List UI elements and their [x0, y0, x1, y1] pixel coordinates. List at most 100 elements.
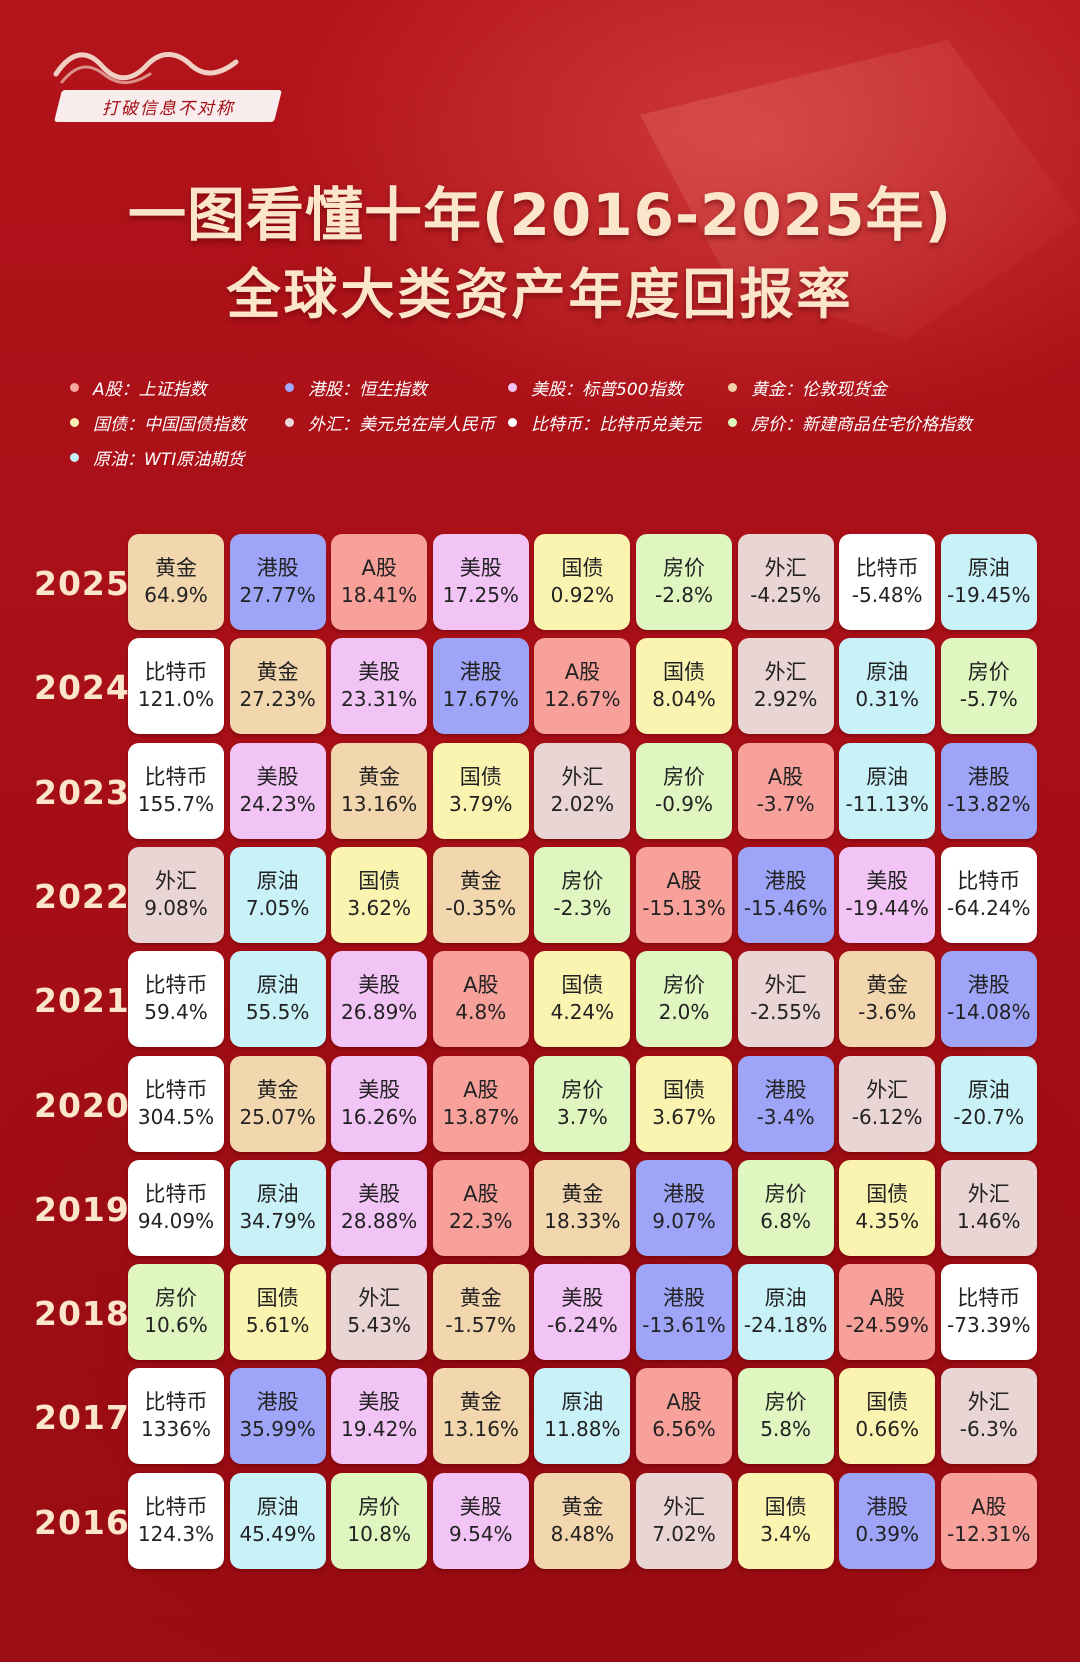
return-cell: 港股 -13.61% [636, 1264, 732, 1361]
return-cell: 原油 11.88% [534, 1368, 631, 1465]
return-value: -6.3% [959, 1417, 1018, 1442]
return-cell: 房价 10.8% [331, 1472, 428, 1569]
year-row: 2024 比特币 121.0% 黄金 27.23% 美股 23.31% 港股 17.67% A股 1… [0, 636, 1080, 735]
return-value: 12.67% [544, 687, 621, 712]
year-label: 2019 [34, 1189, 130, 1229]
return-cell: 国债 3.67% [636, 1055, 732, 1152]
return-cell: 港股 -3.4% [737, 1055, 834, 1152]
asset-name: 国债 [358, 868, 401, 893]
return-cell: 美股 9.54% [432, 1472, 529, 1569]
brand-tagline: 打破信息不对称 [101, 98, 235, 119]
asset-name: 原油 [866, 764, 909, 789]
return-cell: 原油 -20.7% [940, 1055, 1037, 1152]
asset-name: 外汇 [764, 556, 807, 580]
wave-logo-icon [53, 52, 239, 84]
legend-dot-icon [285, 383, 294, 392]
return-value: -19.44% [845, 895, 929, 920]
legend-item: 港股：恒生指数 [285, 375, 427, 400]
asset-name: 黄金 [155, 556, 197, 580]
return-value: 35.99% [239, 1417, 316, 1442]
asset-name: 黄金 [561, 1494, 604, 1519]
legend-item: 黄金：伦敦现货金 [728, 375, 887, 400]
return-value: 23.31% [341, 687, 418, 712]
legend-label: 原油：WTI原油期货 [93, 450, 245, 470]
return-cell: 黄金 25.07% [229, 1055, 326, 1152]
return-cell: 比特币 -5.48% [839, 534, 936, 630]
return-cell: 比特币 59.4% [128, 951, 224, 1048]
return-cell: 比特币 94.09% [128, 1159, 224, 1256]
return-value: 4.8% [455, 1000, 507, 1025]
asset-name: 美股 [459, 1494, 502, 1519]
return-value: 16.26% [341, 1104, 418, 1129]
return-value: 13.87% [442, 1104, 519, 1129]
return-value: 26.89% [341, 1000, 418, 1025]
return-value: 0.92% [550, 583, 615, 607]
return-cell: 国债 0.66% [839, 1368, 936, 1465]
legend-dot-icon [728, 383, 737, 392]
asset-name: 比特币 [957, 868, 1021, 893]
legend-label: 港股：恒生指数 [308, 380, 427, 400]
return-cell: 黄金 -0.35% [432, 846, 529, 943]
return-value: 5.61% [245, 1313, 310, 1338]
return-cell: A股 13.87% [432, 1055, 529, 1152]
legend-label: 房价：新建商品住宅价格指数 [751, 415, 972, 435]
year-label: 2023 [34, 772, 130, 812]
return-cell: 外汇 2.92% [737, 638, 834, 735]
asset-name: 港股 [967, 764, 1010, 789]
legend-dot-icon [285, 418, 294, 427]
return-value: -20.7% [953, 1104, 1025, 1129]
year-row: 2016 比特币 124.3% 原油 45.49% 房价 10.8% 美股 9.54% 黄金 8.4… [0, 1471, 1080, 1569]
year-row: 2021 比特币 59.4% 原油 55.5% 美股 26.89% A股 4.8% 国债 4.24%… [0, 949, 1080, 1048]
return-value: 4.35% [855, 1208, 919, 1233]
return-cell: 港股 -13.82% [940, 742, 1037, 839]
asset-name: 国债 [256, 1286, 299, 1311]
year-row: 2017 比特币 1336% 港股 35.99% 美股 19.42% 黄金 13.16% 原油 11… [0, 1366, 1080, 1465]
asset-name: 房价 [764, 1181, 807, 1206]
return-value: 27.77% [239, 583, 316, 607]
return-cell: 房价 6.8% [737, 1159, 834, 1256]
year-label: 2018 [34, 1294, 130, 1334]
return-value: -13.61% [642, 1313, 726, 1338]
return-cell: 原油 45.49% [229, 1472, 326, 1569]
return-value: 3.4% [760, 1521, 811, 1546]
return-cell: 房价 3.7% [534, 1055, 631, 1152]
return-value: -4.25% [750, 583, 821, 607]
asset-name: 国债 [561, 973, 604, 998]
return-cell: A股 6.56% [636, 1368, 732, 1465]
return-value: -24.18% [743, 1313, 828, 1338]
return-cell: 黄金 -3.6% [839, 951, 936, 1048]
asset-name: A股 [361, 556, 397, 580]
asset-name: 比特币 [957, 1286, 1021, 1311]
return-value: 0.66% [855, 1417, 919, 1442]
asset-name: 黄金 [459, 1390, 502, 1415]
return-cell: 外汇 -2.55% [737, 951, 834, 1048]
return-value: -6.24% [547, 1313, 618, 1338]
year-row: 2023 比特币 155.7% 美股 24.23% 黄金 13.16% 国债 3.79% 外汇 2.… [0, 741, 1080, 839]
legend-item: 国债：中国国债指数 [70, 410, 246, 435]
return-value: 5.8% [760, 1417, 811, 1442]
return-value: -2.55% [750, 1000, 821, 1025]
year-row: 2020 比特币 304.5% 黄金 25.07% 美股 16.26% A股 13.87% 房价 3… [0, 1054, 1080, 1152]
year-label: 2020 [34, 1085, 130, 1125]
asset-name: 原油 [764, 1286, 807, 1311]
return-cell: A股 -12.31% [940, 1472, 1037, 1569]
return-cell: 国债 3.62% [331, 846, 428, 943]
return-cell: 黄金 18.33% [534, 1159, 631, 1256]
legend-dot-icon [70, 418, 79, 427]
asset-name: 黄金 [459, 1286, 502, 1311]
asset-name: 房价 [561, 868, 604, 893]
year-row: 2022 外汇 9.08% 原油 7.05% 国债 3.62% 黄金 -0.35% 房价 -2.3%… [0, 845, 1080, 943]
asset-name: 房价 [358, 1494, 401, 1519]
return-value: 34.79% [239, 1208, 316, 1233]
return-value: 121.0% [137, 687, 215, 712]
return-value: 9.07% [652, 1208, 716, 1233]
return-value: 11.88% [544, 1417, 621, 1442]
return-value: 18.33% [544, 1208, 621, 1233]
return-value: 25.07% [239, 1104, 316, 1129]
asset-name: A股 [666, 868, 702, 893]
legend-item: 原油：WTI原油期货 [70, 445, 244, 470]
return-value: 1336% [141, 1417, 211, 1442]
return-cell: 港股 9.07% [636, 1159, 732, 1256]
legend-label: A股：上证指数 [93, 380, 207, 400]
return-cell: 美股 -6.24% [534, 1264, 631, 1361]
